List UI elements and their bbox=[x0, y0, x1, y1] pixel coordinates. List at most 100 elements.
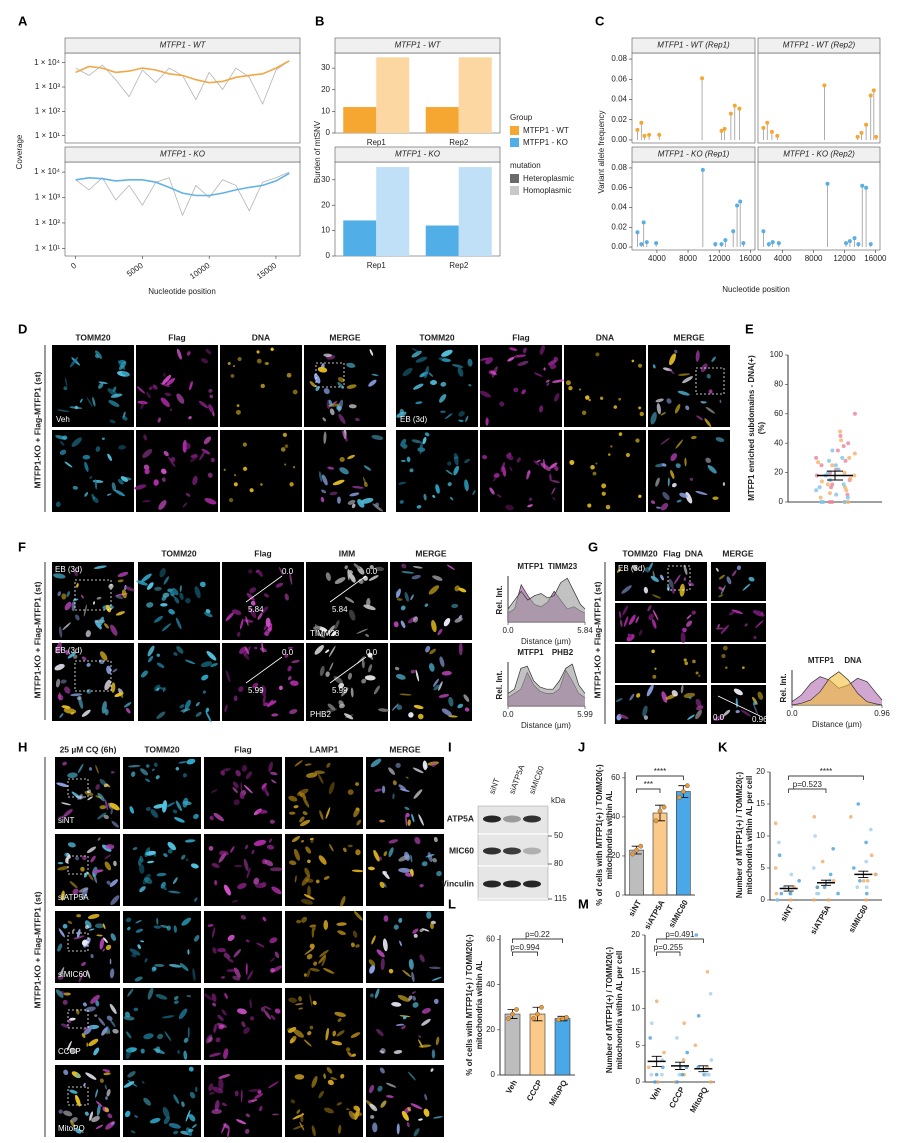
micrograph-feature bbox=[78, 973, 84, 983]
significance-label: p=0.523 bbox=[793, 780, 823, 789]
micrograph-feature bbox=[237, 1008, 247, 1015]
micrograph-feature bbox=[112, 1028, 119, 1034]
lollipop-head bbox=[735, 203, 740, 208]
micrograph-feature bbox=[169, 408, 172, 412]
micrograph-feature bbox=[355, 944, 360, 948]
y-tick-label: 40 bbox=[774, 438, 783, 447]
micrograph-feature bbox=[249, 488, 254, 493]
micrograph-feature bbox=[618, 610, 622, 619]
line-end-label: 5.84 bbox=[332, 605, 348, 614]
micrograph-feature bbox=[90, 855, 96, 863]
micrograph-feature bbox=[67, 920, 73, 924]
micrograph-feature bbox=[396, 588, 401, 599]
micrograph-feature bbox=[176, 646, 184, 654]
y-axis-label: (%) bbox=[757, 421, 766, 434]
micrograph-feature bbox=[615, 698, 623, 703]
micrograph-feature bbox=[148, 655, 154, 663]
lollipop-head bbox=[761, 229, 766, 234]
micrograph-feature bbox=[124, 1110, 131, 1118]
micrograph-feature bbox=[485, 357, 493, 365]
side-label: MTFP1-KO + Flag-MTFP1 (st) bbox=[32, 581, 42, 698]
micrograph-feature bbox=[360, 497, 374, 504]
micrograph-feature bbox=[127, 926, 131, 931]
micrograph-feature bbox=[412, 565, 423, 569]
micrograph-feature bbox=[217, 947, 226, 953]
micrograph-feature bbox=[146, 860, 155, 864]
micrograph-feature bbox=[260, 383, 265, 389]
micrograph-feature bbox=[422, 760, 428, 771]
data-point bbox=[777, 840, 781, 845]
micrograph-feature bbox=[379, 819, 386, 823]
micrograph-feature bbox=[255, 569, 259, 573]
size-marker: 115 bbox=[554, 894, 567, 903]
micrograph-feature bbox=[89, 476, 93, 479]
micrograph-feature bbox=[408, 712, 414, 718]
micrograph-feature bbox=[345, 1047, 351, 1052]
micrograph-feature bbox=[97, 812, 107, 820]
micrograph-feature bbox=[752, 703, 758, 715]
micrograph-feature bbox=[321, 489, 327, 494]
micrograph-feature bbox=[166, 377, 176, 386]
micrograph-feature bbox=[430, 1068, 434, 1072]
micrograph-feature bbox=[695, 671, 699, 675]
micrograph-feature bbox=[146, 391, 152, 399]
micrograph-feature bbox=[84, 925, 90, 930]
micrograph-feature bbox=[407, 819, 411, 827]
micrograph-feature bbox=[287, 665, 292, 672]
micrograph-feature bbox=[72, 485, 79, 490]
micrograph-feature bbox=[731, 570, 737, 577]
data-point bbox=[656, 1080, 660, 1084]
micrograph-feature bbox=[705, 406, 715, 414]
micrograph-feature bbox=[401, 571, 415, 574]
micrograph-feature bbox=[232, 781, 239, 789]
micrograph-feature bbox=[261, 606, 269, 614]
significance-bracket bbox=[512, 938, 563, 943]
panel-letter: D bbox=[18, 321, 27, 336]
micrograph-feature bbox=[496, 494, 502, 498]
micrograph-feature bbox=[648, 613, 654, 621]
micrograph-feature bbox=[238, 686, 244, 692]
micrograph-feature bbox=[111, 820, 119, 828]
micrograph-feature bbox=[350, 687, 354, 698]
blot-band bbox=[523, 847, 541, 855]
micrograph-feature bbox=[173, 652, 178, 656]
micrograph-feature bbox=[350, 942, 355, 948]
micrograph-feature bbox=[323, 920, 329, 930]
data-point bbox=[841, 482, 846, 487]
line-end-label: 0.0 bbox=[713, 713, 725, 722]
micrograph-feature bbox=[431, 1049, 436, 1059]
micrograph-feature bbox=[230, 374, 235, 378]
micrograph-feature bbox=[209, 1091, 215, 1095]
micrograph-feature bbox=[309, 381, 316, 388]
data-point bbox=[649, 1021, 654, 1025]
micrograph-feature bbox=[705, 457, 711, 464]
blot-band bbox=[503, 815, 521, 823]
micrograph-feature bbox=[380, 958, 385, 971]
data-point bbox=[873, 872, 878, 877]
facet-title: MTFP1 - WT bbox=[395, 41, 442, 50]
micrograph-feature bbox=[578, 388, 582, 391]
micrograph-feature bbox=[63, 1110, 73, 1117]
micrograph-feature bbox=[303, 1039, 312, 1047]
micrograph-feature bbox=[104, 679, 111, 691]
micrograph-feature bbox=[95, 350, 103, 359]
micrograph-feature bbox=[146, 764, 150, 768]
micrograph-feature bbox=[613, 405, 618, 409]
micrograph bbox=[615, 562, 707, 601]
facet-strip bbox=[757, 37, 881, 54]
micrograph-feature bbox=[182, 773, 187, 778]
micrograph-feature bbox=[93, 1047, 100, 1056]
micrograph-feature bbox=[225, 612, 234, 621]
micrograph-feature bbox=[341, 687, 349, 697]
micrograph-feature bbox=[233, 949, 242, 958]
micrograph-feature bbox=[278, 685, 283, 691]
micrograph-feature bbox=[683, 564, 688, 575]
micrograph-feature bbox=[440, 381, 447, 387]
micrograph-feature bbox=[56, 642, 63, 654]
micrograph-feature bbox=[112, 668, 118, 673]
micrograph-feature bbox=[206, 650, 217, 661]
micrograph-feature bbox=[412, 991, 416, 994]
micrograph-feature bbox=[720, 624, 729, 635]
lollipop-head bbox=[770, 240, 775, 245]
micrograph-feature bbox=[472, 490, 476, 496]
